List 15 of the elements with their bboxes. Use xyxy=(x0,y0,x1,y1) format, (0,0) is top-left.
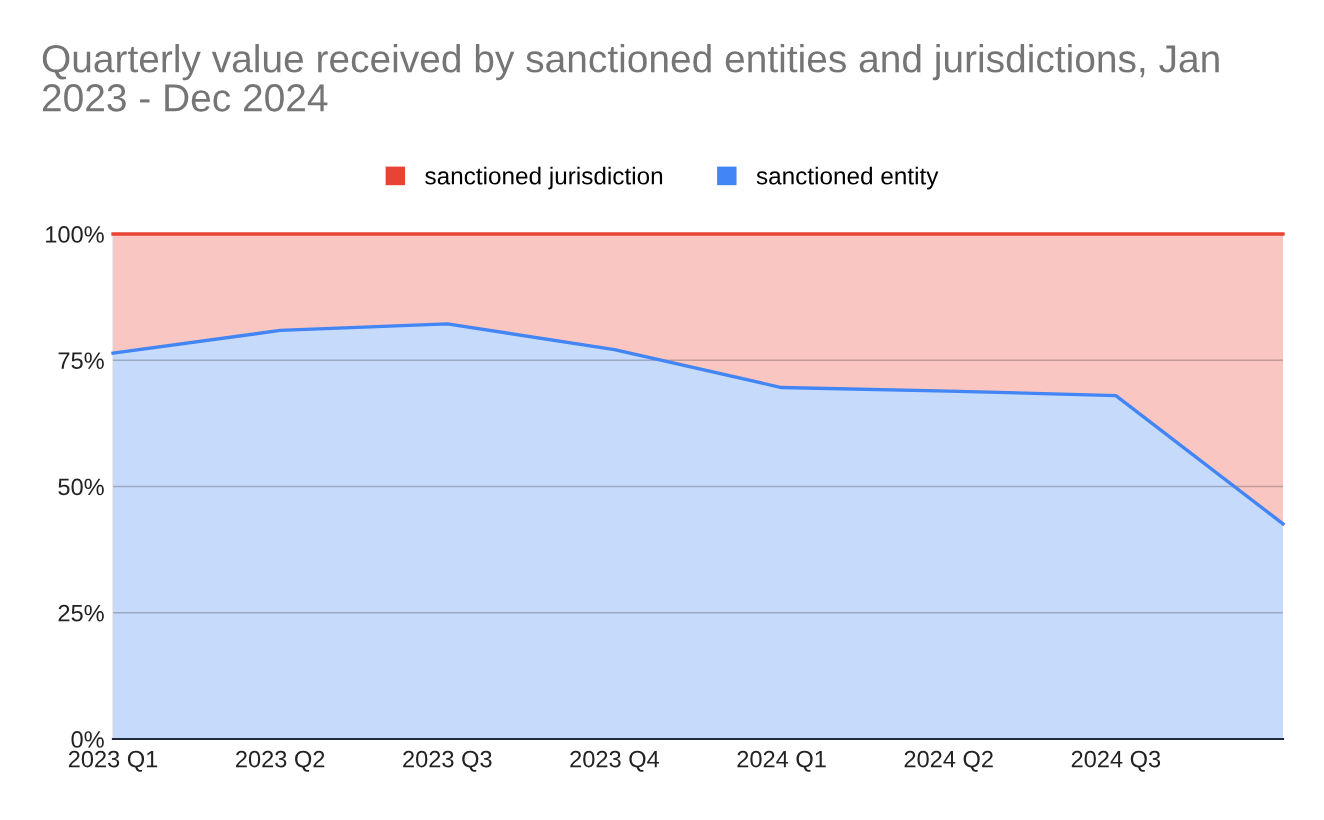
chart-title: Quarterly value received by sanctioned entities and jurisdictions, Jan 2023 - Dec 2024 xyxy=(42,44,1219,112)
x-tick-label: 2024 Q2 xyxy=(904,750,993,772)
x-tick-label: 2023 Q1 xyxy=(68,750,158,772)
x-tick-label: 2023 Q2 xyxy=(236,750,325,772)
y-tick-label: 25% xyxy=(58,604,104,622)
legend-label: sanctioned entity xyxy=(756,166,939,190)
y-tick-label: 50% xyxy=(58,478,104,496)
y-tick-label: 100% xyxy=(46,226,104,243)
legend-label: sanctioned jurisdiction xyxy=(425,166,663,190)
y-tick-label: 0% xyxy=(71,731,104,748)
x-tick-label: 2023 Q3 xyxy=(403,750,492,772)
x-tick-label: 2024 Q3 xyxy=(1071,750,1161,772)
x-tick-label: 2024 Q1 xyxy=(737,750,826,772)
x-tick-label: 2023 Q4 xyxy=(570,750,660,772)
y-tick-label: 75% xyxy=(58,352,104,370)
